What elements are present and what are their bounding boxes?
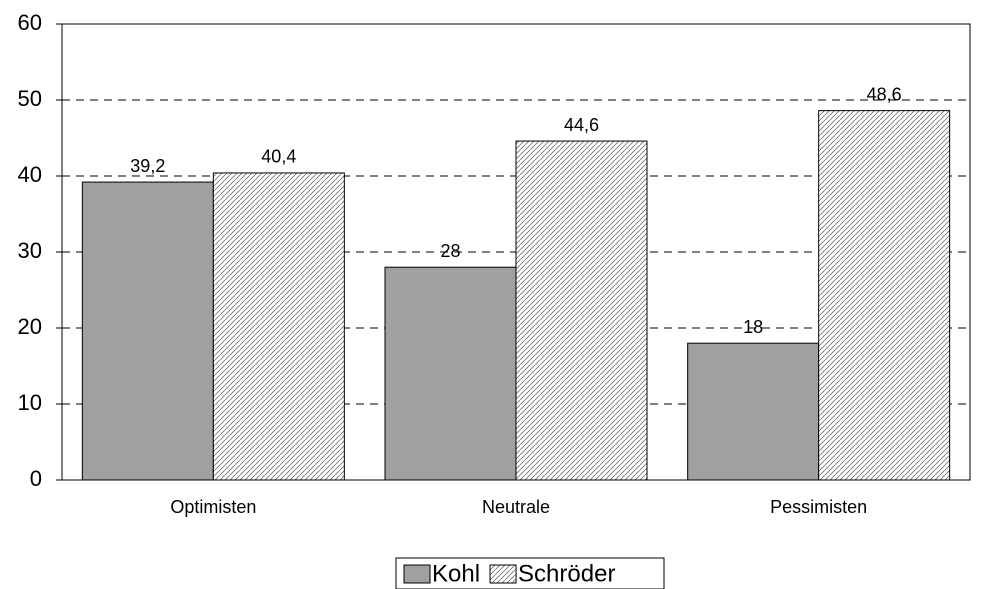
y-tick-label: 20 bbox=[18, 314, 42, 339]
legend-swatch bbox=[489, 564, 517, 584]
y-tick-label: 40 bbox=[18, 162, 42, 187]
y-tick-label: 30 bbox=[18, 238, 42, 263]
bar bbox=[81, 181, 214, 481]
bar bbox=[818, 110, 951, 481]
bar bbox=[384, 266, 517, 481]
bar bbox=[212, 172, 345, 481]
value-label: 28 bbox=[440, 241, 460, 261]
legend-label: Kohl bbox=[432, 560, 480, 587]
y-tick-label: 60 bbox=[18, 10, 42, 35]
legend-swatch bbox=[403, 564, 431, 584]
value-label: 39,2 bbox=[130, 156, 165, 176]
value-label: 18 bbox=[743, 317, 763, 337]
y-tick-label: 10 bbox=[18, 390, 42, 415]
value-label: 40,4 bbox=[261, 147, 296, 167]
value-label: 44,6 bbox=[564, 115, 599, 135]
legend-box bbox=[395, 557, 665, 589]
bar bbox=[687, 342, 820, 481]
y-tick-label: 50 bbox=[18, 86, 42, 111]
x-tick-label: Neutrale bbox=[482, 497, 550, 517]
bar bbox=[515, 140, 648, 481]
value-label: 48,6 bbox=[867, 84, 902, 104]
y-tick-label: 0 bbox=[30, 466, 42, 491]
x-tick-label: Optimisten bbox=[170, 497, 256, 517]
x-tick-label: Pessimisten bbox=[770, 497, 867, 517]
legend-label: Schröder bbox=[518, 560, 615, 587]
